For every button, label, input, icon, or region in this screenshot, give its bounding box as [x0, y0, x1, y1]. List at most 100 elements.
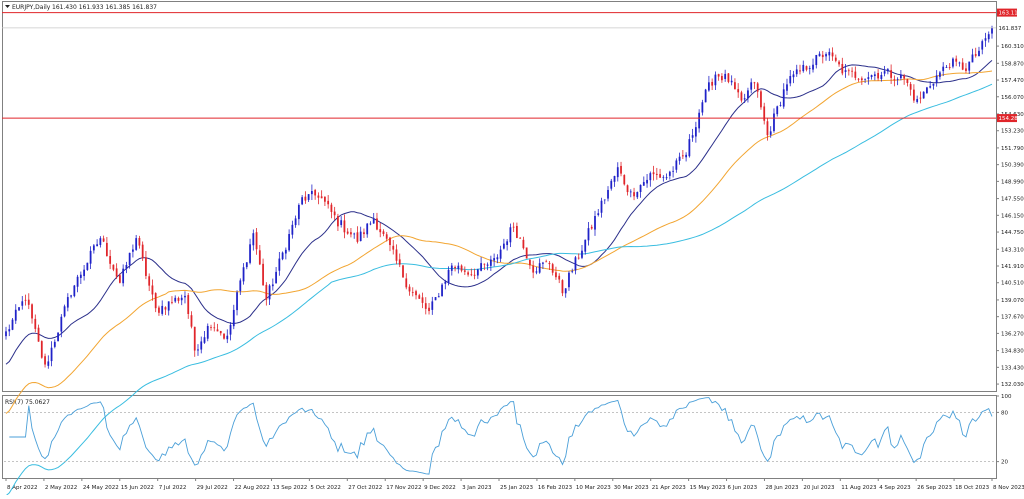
candle	[203, 331, 206, 344]
candle	[463, 266, 466, 276]
candle	[434, 297, 437, 301]
candle	[125, 261, 128, 274]
svg-text:154.287: 154.287	[999, 116, 1022, 122]
candle	[431, 296, 434, 315]
price-tags: 163.113 154.287 161.837	[997, 8, 1022, 123]
candle	[307, 194, 310, 202]
x-tick-label: 30 Mar 2023	[614, 485, 649, 491]
candle	[594, 210, 596, 236]
candle	[636, 191, 639, 200]
x-tick-label: 11 Aug 2023	[841, 485, 877, 491]
y-tick-label: 140.510	[1001, 281, 1024, 287]
candle	[193, 326, 196, 357]
candle	[958, 61, 961, 67]
candle	[903, 73, 906, 85]
candle	[236, 290, 238, 316]
candle	[691, 128, 694, 142]
candle	[154, 292, 157, 313]
x-tick-label: 6 Jun 2023	[728, 485, 758, 491]
candle	[60, 314, 63, 338]
chart-dropdown-icon[interactable]	[5, 5, 10, 8]
candle	[955, 55, 958, 67]
candle	[581, 245, 583, 260]
candle	[476, 268, 479, 279]
candle	[284, 247, 287, 260]
candle	[245, 262, 248, 270]
candle	[913, 84, 915, 103]
candle	[73, 284, 76, 298]
y-tick-label: 133.430	[1001, 365, 1024, 371]
y-tick-label: 158.870	[1001, 61, 1024, 67]
candle	[63, 304, 66, 318]
candle	[424, 297, 427, 315]
candle	[890, 64, 893, 84]
candle	[616, 162, 619, 182]
candle	[919, 91, 922, 104]
x-tick-label: 21 Apr 2023	[652, 485, 687, 491]
candle	[310, 184, 313, 201]
candle	[275, 267, 277, 284]
candle	[151, 279, 154, 301]
candle	[187, 292, 190, 319]
candle	[577, 253, 580, 260]
candle	[483, 263, 486, 271]
candle	[457, 262, 460, 274]
x-tick-label: 22 Aug 2022	[235, 485, 270, 491]
candle	[945, 65, 948, 68]
candle	[398, 253, 401, 268]
x-tick-label: 27 Oct 2022	[348, 485, 382, 491]
candle	[629, 189, 632, 198]
candle	[141, 241, 144, 261]
candle	[99, 236, 102, 248]
candle	[916, 95, 919, 104]
candle	[330, 202, 333, 219]
candle	[320, 190, 323, 199]
x-tick-label: 15 May 2023	[690, 485, 726, 491]
candle	[184, 291, 186, 304]
candle	[268, 284, 271, 306]
candle	[197, 344, 199, 356]
candle	[216, 323, 219, 332]
candle	[96, 239, 99, 247]
candle	[428, 302, 430, 315]
candle	[24, 294, 27, 306]
candle	[932, 83, 935, 90]
candle	[105, 237, 108, 257]
candle	[847, 68, 850, 76]
candle	[44, 353, 46, 368]
candle	[753, 81, 756, 90]
candle	[763, 102, 766, 125]
candle	[662, 175, 665, 182]
x-tick-label: 5 Oct 2022	[310, 485, 341, 491]
candle	[138, 235, 141, 249]
support-price-tag: 154.287	[997, 114, 1022, 123]
horizontal-lines	[2, 12, 996, 119]
candle	[454, 265, 456, 272]
candle	[558, 273, 561, 284]
candle	[942, 62, 945, 77]
candle	[620, 161, 622, 177]
candle	[681, 150, 684, 160]
ohlc-label: 161.430 161.933 161.385 161.837	[52, 4, 157, 11]
candle	[294, 215, 297, 228]
candle	[802, 60, 805, 73]
candle	[561, 279, 564, 297]
candle	[909, 81, 912, 96]
candle	[314, 188, 317, 200]
candle	[265, 282, 268, 306]
candlesticks	[5, 25, 993, 369]
candle	[769, 126, 772, 138]
candle	[506, 239, 509, 251]
candle	[281, 251, 284, 261]
candle	[652, 165, 655, 181]
candle	[743, 93, 746, 103]
rsi-tick-label: 20	[1001, 460, 1008, 466]
candle	[948, 63, 951, 70]
candle	[844, 63, 847, 78]
candle	[841, 57, 844, 76]
candle	[906, 78, 909, 87]
candle	[987, 31, 990, 43]
candle	[232, 304, 235, 330]
